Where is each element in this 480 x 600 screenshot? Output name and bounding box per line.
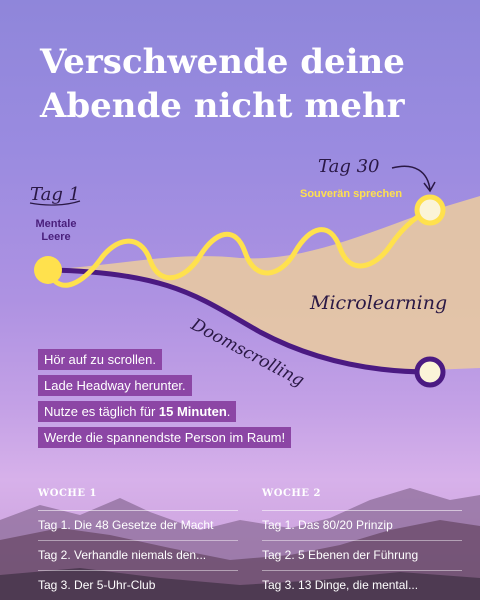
microlearning-label: Microlearning — [310, 292, 448, 314]
week-1-item: Tag 2. Verhandle niemals den... — [38, 541, 238, 571]
step-pill: Nutze es täglich für 15 Minuten. — [38, 401, 237, 422]
end-day-label: Tag 30 — [318, 156, 380, 177]
step-pill: Lade Headway herunter. — [38, 375, 192, 396]
week-1-heading: WOCHE 1 — [38, 488, 97, 499]
week-2-item: Tag 2. 5 Ebenen der Führung — [262, 541, 462, 571]
week-2-heading: WOCHE 2 — [262, 488, 321, 499]
step-pill: Werde die spannendste Person im Raum! — [38, 427, 292, 448]
doomscrolling-path — [45, 267, 433, 375]
mountain-base — [0, 568, 480, 600]
end-state-label: Souverän sprechen — [300, 188, 403, 200]
week-2-item: Tag 1. Das 80/20 Prinzip — [262, 511, 462, 541]
start-day-label: Tag 1 — [30, 184, 81, 205]
start-state-label: Mentale Leere — [35, 218, 77, 243]
week-1-column: WOCHE 1 Tag 1. Die 48 Gesetze der Macht … — [38, 488, 238, 600]
end-dot-microlearning — [414, 194, 446, 226]
headline: Verschwende deine Abende nicht mehr — [40, 40, 460, 128]
end-dot-doomscrolling — [414, 356, 446, 388]
start-dot — [34, 256, 62, 284]
arrow-icon — [391, 165, 431, 191]
microlearning-path — [45, 207, 433, 288]
week-1-item: Tag 3. Der 5-Uhr-Club — [38, 571, 238, 600]
week-1-item: Tag 1. Die 48 Gesetze der Macht — [38, 511, 238, 541]
week-2-item: Tag 3. 13 Dinge, die mental... — [262, 571, 462, 600]
progress-band — [48, 196, 480, 371]
headline-line-2: Abende nicht mehr — [40, 86, 405, 126]
step-pill: Hör auf zu scrollen. — [38, 349, 162, 370]
steps-list: Hör auf zu scrollen. Lade Headway herunt… — [38, 349, 292, 453]
headline-line-1: Verschwende deine — [40, 42, 405, 82]
week-2-column: WOCHE 2 Tag 1. Das 80/20 Prinzip Tag 2. … — [262, 488, 462, 600]
